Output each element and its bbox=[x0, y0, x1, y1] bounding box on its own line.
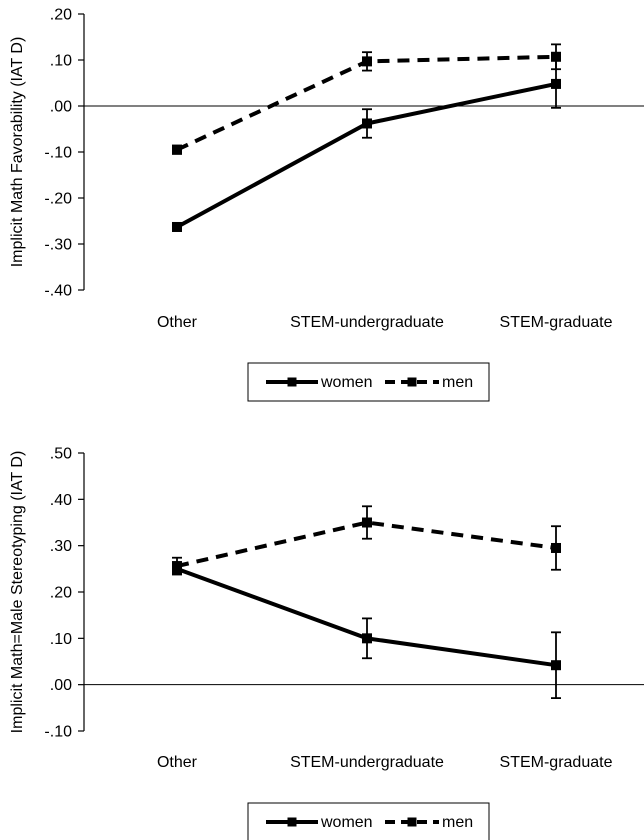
y-tick-label: .10 bbox=[50, 631, 72, 648]
y-axis-title: Implicit Math Favorability (IAT D) bbox=[9, 37, 26, 268]
data-point-men bbox=[362, 56, 372, 67]
y-tick-label: -.20 bbox=[44, 191, 72, 208]
legend-label-men: men bbox=[442, 814, 473, 831]
y-tick-label: -.40 bbox=[44, 283, 72, 300]
legend-marker-men bbox=[407, 377, 417, 387]
y-tick-label: .40 bbox=[50, 492, 72, 509]
y-tick-label: -.10 bbox=[44, 724, 72, 741]
x-category-label: Other bbox=[157, 754, 198, 771]
data-point-men bbox=[172, 561, 182, 572]
y-tick-label: .50 bbox=[50, 446, 72, 463]
data-point-women bbox=[362, 633, 372, 644]
x-category-label: Other bbox=[157, 314, 198, 331]
y-tick-label: -.10 bbox=[44, 145, 72, 162]
legend-marker-women bbox=[287, 377, 297, 387]
data-point-women bbox=[551, 78, 561, 89]
y-tick-label: .00 bbox=[50, 99, 72, 116]
x-category-label: STEM-graduate bbox=[500, 314, 613, 331]
legend-marker-men bbox=[407, 817, 417, 827]
legend-marker-women bbox=[287, 817, 297, 827]
x-category-label: STEM-undergraduate bbox=[290, 754, 444, 771]
data-point-men bbox=[551, 51, 561, 62]
data-point-men bbox=[551, 542, 561, 553]
y-tick-label: .00 bbox=[50, 677, 72, 694]
y-axis-title: Implicit Math=Male Stereotyping (IAT D) bbox=[9, 451, 26, 734]
legend-label-men: men bbox=[442, 374, 473, 391]
series-line-women bbox=[176, 81, 557, 229]
data-point-women bbox=[551, 660, 561, 671]
x-category-label: STEM-graduate bbox=[500, 754, 613, 771]
data-point-women bbox=[362, 118, 372, 129]
data-point-women bbox=[172, 221, 182, 232]
chart-panel-2: .50 .40 .30 .20 .10 .00 -.10 Implicit Math=Male… bbox=[9, 446, 644, 840]
legend: women men bbox=[247, 802, 490, 840]
series-line-men bbox=[176, 520, 557, 569]
y-tick-label: .20 bbox=[50, 7, 72, 24]
data-point-men bbox=[362, 517, 372, 528]
y-tick-label: .10 bbox=[50, 53, 72, 70]
y-tick-label: -.30 bbox=[44, 237, 72, 254]
legend-label-women: women bbox=[320, 814, 373, 831]
data-point-men bbox=[172, 144, 182, 155]
chart-panel-1: .20 .10 .00 -.10 -.20 -.30 -.40 Implicit Math F… bbox=[9, 7, 644, 402]
x-category-label: STEM-undergraduate bbox=[290, 314, 444, 331]
legend: women men bbox=[247, 362, 490, 402]
y-tick-label: .30 bbox=[50, 538, 72, 555]
y-tick-label: .20 bbox=[50, 585, 72, 602]
legend-label-women: women bbox=[320, 374, 373, 391]
